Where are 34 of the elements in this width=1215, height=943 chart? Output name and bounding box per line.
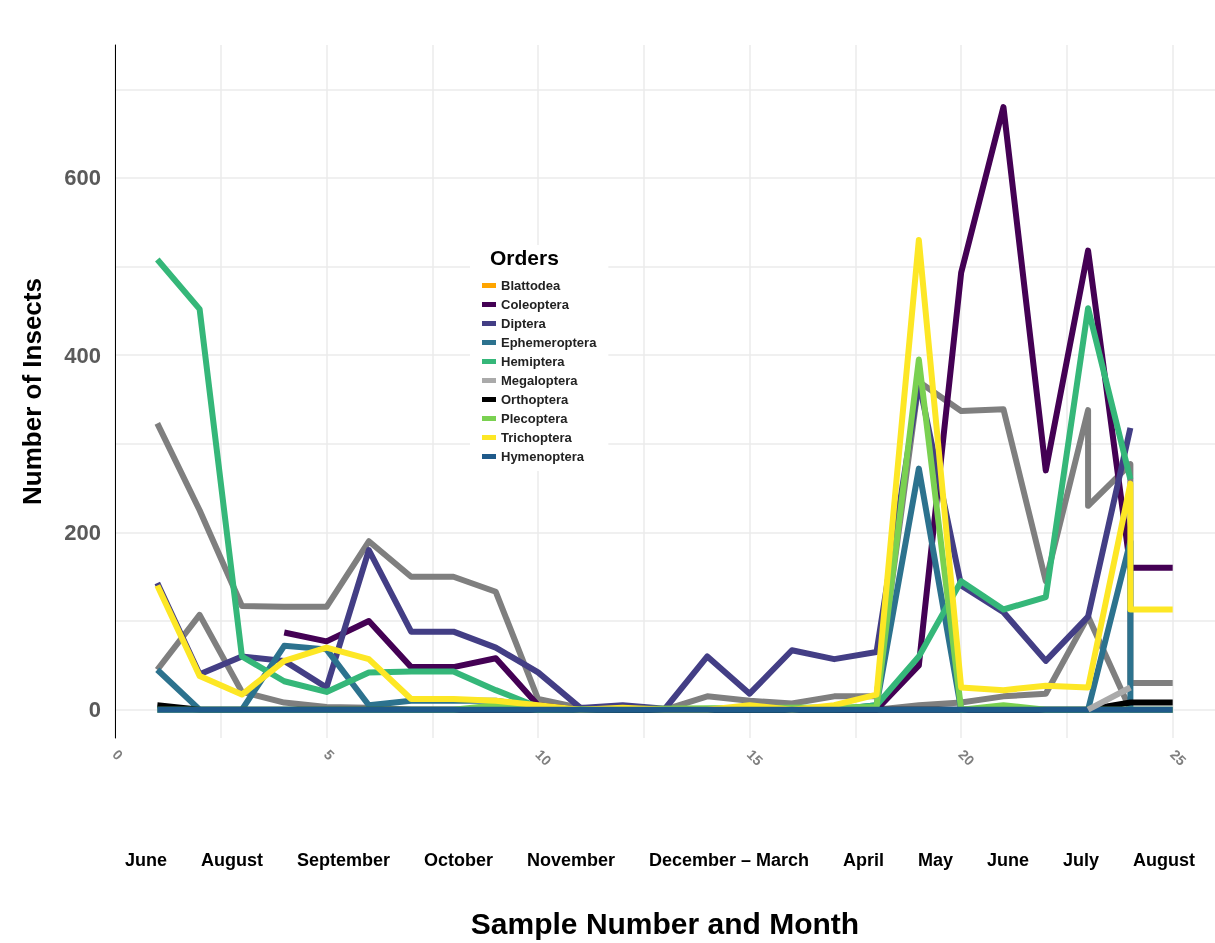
legend-label: Orthoptera: [501, 392, 569, 407]
x-tick-label: 5: [320, 746, 338, 764]
text: July: [1062, 850, 1099, 871]
text: May: [917, 850, 953, 871]
text: September: [296, 850, 390, 871]
legend-label: Diptera: [501, 316, 547, 331]
x-tick-label: 10: [532, 746, 555, 769]
text: June: [986, 850, 1029, 871]
text: November: [526, 850, 615, 871]
x-tick-label: 25: [1167, 746, 1190, 769]
legend-label: Plecoptera: [501, 411, 569, 426]
legend-title: Orders: [490, 246, 559, 269]
legend-label: Ephemeroptera: [501, 335, 598, 350]
text: April: [843, 850, 885, 871]
y-axis-title: Number of Insects: [17, 278, 47, 505]
legend-label: Blattodea: [501, 278, 561, 293]
legend-label: Hemiptera: [501, 354, 566, 369]
text: August: [200, 850, 263, 871]
text: June: [125, 850, 168, 871]
x-axis-title: Sample Number and Month: [470, 906, 860, 940]
x-tick-label: 20: [955, 746, 978, 769]
y-tick-label: 400: [64, 342, 101, 368]
x-tick-label: 15: [743, 746, 767, 769]
legend-label: Hymenoptera: [501, 449, 585, 464]
y-tick-label: 0: [88, 697, 101, 723]
legend-label: Megaloptera: [501, 373, 579, 388]
text: December – March: [648, 850, 810, 871]
text: October: [423, 850, 493, 871]
y-tick-label: 200: [64, 519, 101, 545]
text: August: [1132, 850, 1195, 871]
legend-label: Coleoptera: [501, 297, 570, 312]
y-tick-label: 600: [64, 165, 101, 191]
x-tick-label: 0: [109, 746, 127, 764]
legend-label: Trichoptera: [501, 430, 573, 445]
